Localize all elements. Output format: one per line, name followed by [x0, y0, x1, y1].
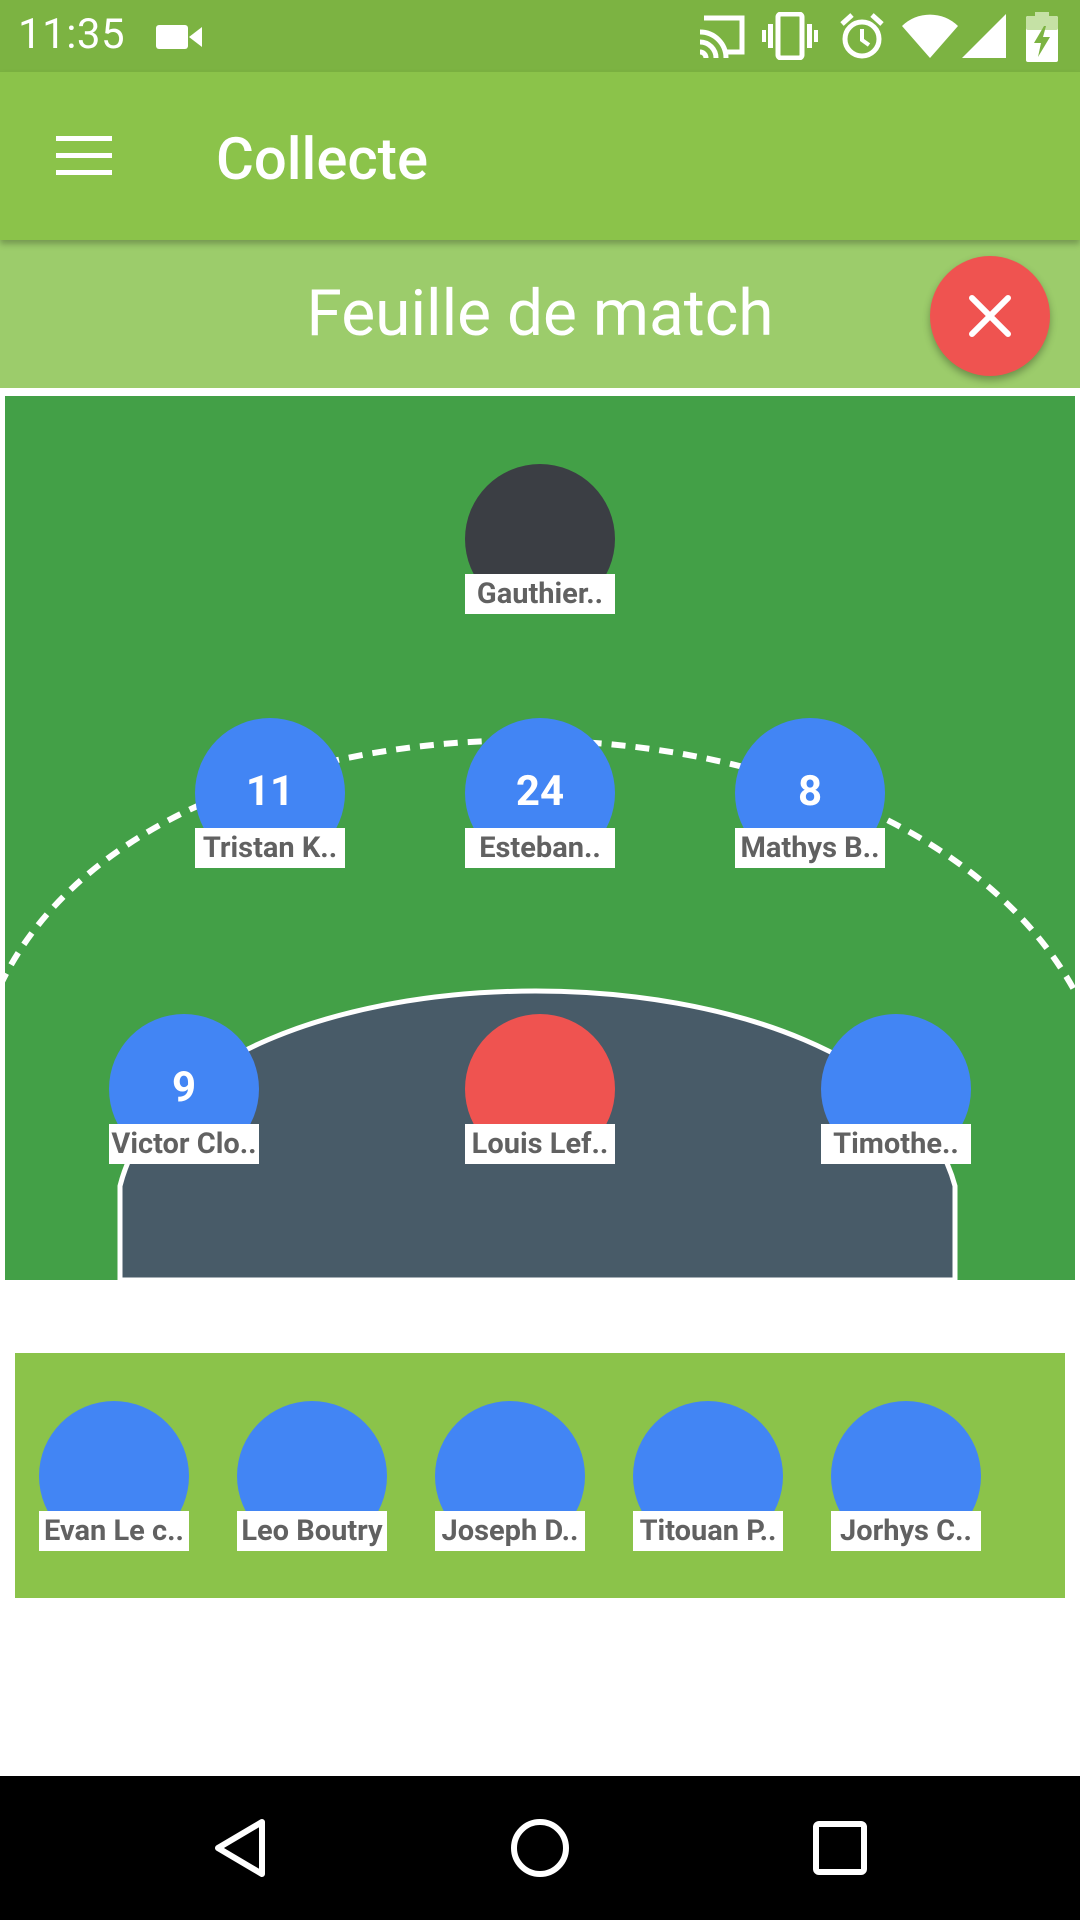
cast-icon — [699, 15, 745, 58]
app-title: Collecte — [216, 126, 429, 194]
navigation-bar — [0, 1776, 1080, 1920]
bench-player[interactable]: Evan Le c.. — [39, 1401, 189, 1551]
player-marker[interactable]: Gauthier.. — [465, 464, 615, 614]
bench-player[interactable]: Joseph D.. — [435, 1401, 585, 1551]
player-name: Esteban.. — [465, 828, 615, 868]
player-name: Titouan P.. — [633, 1511, 783, 1551]
player-name: Louis Lef.. — [465, 1124, 615, 1164]
player-name: Mathys B.. — [735, 828, 885, 868]
vibrate-icon — [762, 12, 818, 60]
player-marker[interactable]: Louis Lef.. — [465, 1014, 615, 1164]
bench-player[interactable]: Leo Boutry — [237, 1401, 387, 1551]
alarm-icon — [840, 13, 884, 59]
signal-icon — [962, 14, 1006, 58]
player-marker[interactable]: 8 Mathys B.. — [735, 718, 885, 868]
hamburger-menu-icon — [56, 136, 112, 175]
player-marker[interactable]: 9 Victor Clo.. — [109, 1014, 259, 1164]
close-button[interactable] — [930, 256, 1050, 376]
player-number: 11 — [245, 766, 295, 816]
bench: Evan Le c.. Leo Boutry Joseph D.. Titoua… — [15, 1353, 1065, 1598]
player-name: Jorhys C.. — [831, 1511, 981, 1551]
match-sheet-header: Feuille de match — [0, 240, 1080, 388]
bench-player[interactable]: Titouan P.. — [633, 1401, 783, 1551]
field: Gauthier.. 11 Tristan K.. 24 Esteban.. 8… — [5, 396, 1075, 1280]
player-marker[interactable]: Timothe.. — [821, 1014, 971, 1164]
video-camera-icon — [156, 25, 202, 49]
close-icon — [969, 295, 1011, 337]
player-marker[interactable]: 11 Tristan K.. — [195, 718, 345, 868]
player-name: Leo Boutry — [237, 1511, 387, 1551]
player-number: 8 — [797, 766, 823, 816]
menu-button[interactable] — [42, 120, 126, 192]
player-name: Joseph D.. — [435, 1511, 585, 1551]
player-marker[interactable]: 24 Esteban.. — [465, 718, 615, 868]
player-name: Evan Le c.. — [39, 1511, 189, 1551]
recents-icon[interactable] — [800, 1808, 880, 1888]
app-bar: Collecte — [0, 72, 1080, 240]
bench-player[interactable]: Jorhys C.. — [831, 1401, 981, 1551]
player-name: Victor Clo.. — [109, 1124, 259, 1164]
page-title: Feuille de match — [306, 276, 774, 351]
battery-charging-icon — [1026, 12, 1058, 62]
wifi-icon — [902, 14, 958, 58]
back-icon[interactable] — [200, 1808, 280, 1888]
player-number: 24 — [515, 766, 565, 816]
status-bar: 11:35 — [0, 0, 1080, 72]
player-name: Tristan K.. — [195, 828, 345, 868]
status-time: 11:35 — [18, 10, 126, 59]
home-icon[interactable] — [500, 1808, 580, 1888]
player-name: Gauthier.. — [465, 574, 615, 614]
player-number: 9 — [171, 1062, 197, 1112]
player-name: Timothe.. — [821, 1124, 971, 1164]
